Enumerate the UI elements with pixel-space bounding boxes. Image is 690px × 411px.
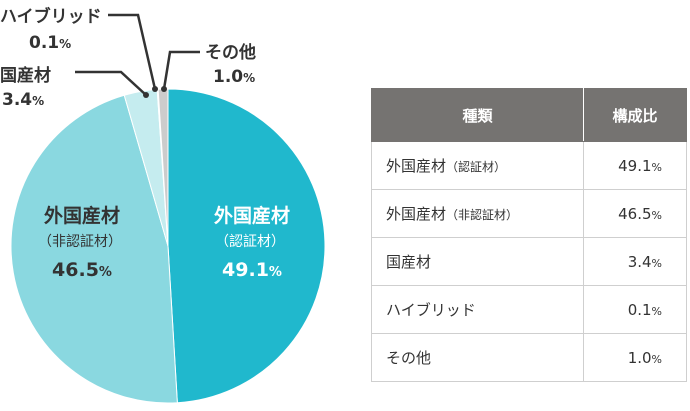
leader-dot-hybrid	[152, 86, 158, 92]
leader-lines	[75, 13, 200, 96]
ratio-value: 1.0	[627, 348, 652, 367]
leader-dot-sonota	[161, 86, 167, 92]
ratio-unit: %	[651, 160, 662, 174]
ratio-unit: %	[651, 304, 662, 318]
table-row: ハイブリッド 0.1%	[371, 285, 687, 334]
cell-type: 外国産材（非認証材）	[371, 189, 584, 238]
slice-label-foreign-certified: 外国産材	[214, 204, 290, 227]
pie-chart: 外国産材 （認証材） 49.1% 外国産材 （非認証材） 46.5% 国産材 3…	[0, 6, 326, 404]
cell-type: 国産材	[371, 237, 584, 286]
slice-foreign-certified	[167, 88, 326, 404]
callout-value-kokusan: 3.4%	[2, 90, 44, 110]
ratio-unit: %	[651, 256, 662, 270]
ratio-value: 49.1	[618, 156, 652, 175]
slice-value-foreign-noncert: 46.5%	[52, 259, 112, 281]
header-type: 種類	[371, 88, 584, 142]
slice-sublabel-foreign-noncert: （非認証材）	[38, 234, 122, 250]
ratio-value: 3.4	[627, 252, 652, 271]
type-name: 国産材	[386, 253, 432, 271]
leader-dots	[143, 86, 167, 98]
cell-ratio: 1.0%	[583, 333, 687, 382]
type-name: ハイブリッド	[386, 301, 476, 319]
callout-label-sonota: その他	[205, 42, 256, 63]
cell-ratio: 3.4%	[583, 237, 687, 286]
callout-label-hybrid: ハイブリッド	[0, 6, 102, 27]
type-qualifier: （認証材）	[446, 160, 507, 174]
leader-line-sonota	[162, 50, 200, 90]
ratio-value: 46.5	[618, 204, 652, 223]
table-header-row: 種類 構成比	[371, 88, 687, 142]
table-row: その他 1.0%	[371, 333, 687, 382]
ratio-unit: %	[651, 208, 662, 222]
slice-foreign-noncert	[10, 94, 178, 404]
slice-label-foreign-noncert: 外国産材	[44, 204, 120, 227]
leader-dot-kokusan	[143, 92, 149, 98]
header-ratio: 構成比	[583, 88, 687, 142]
slice-value-foreign-certified: 49.1%	[222, 259, 282, 281]
cell-type: 外国産材（認証材）	[371, 141, 584, 190]
type-qualifier: （非認証材）	[446, 208, 519, 222]
table-row: 国産材 3.4%	[371, 237, 687, 286]
callout-value-sonota: 1.0%	[213, 67, 255, 87]
table-row: 外国産材（認証材） 49.1%	[371, 141, 687, 190]
type-name: 外国産材	[386, 205, 447, 223]
slice-sublabel-foreign-certified: （認証材）	[215, 234, 285, 250]
type-name: その他	[386, 349, 432, 367]
callout-value-hybrid: 0.1%	[29, 33, 71, 53]
type-name: 外国産材	[386, 157, 447, 175]
ratio-value: 0.1	[627, 300, 652, 319]
leader-line-kokusan	[75, 70, 147, 96]
ratio-unit: %	[651, 352, 662, 366]
cell-type: ハイブリッド	[371, 285, 584, 334]
cell-ratio: 0.1%	[583, 285, 687, 334]
cell-ratio: 49.1%	[583, 141, 687, 190]
leader-line-hybrid	[108, 13, 157, 90]
table-row: 外国産材（非認証材） 46.5%	[371, 189, 687, 238]
cell-ratio: 46.5%	[583, 189, 687, 238]
composition-table: 種類 構成比 外国産材（認証材） 49.1% 外国産材（非認証材） 46.5% …	[371, 88, 687, 382]
cell-type: その他	[371, 333, 584, 382]
callout-label-kokusan: 国産材	[0, 65, 51, 86]
